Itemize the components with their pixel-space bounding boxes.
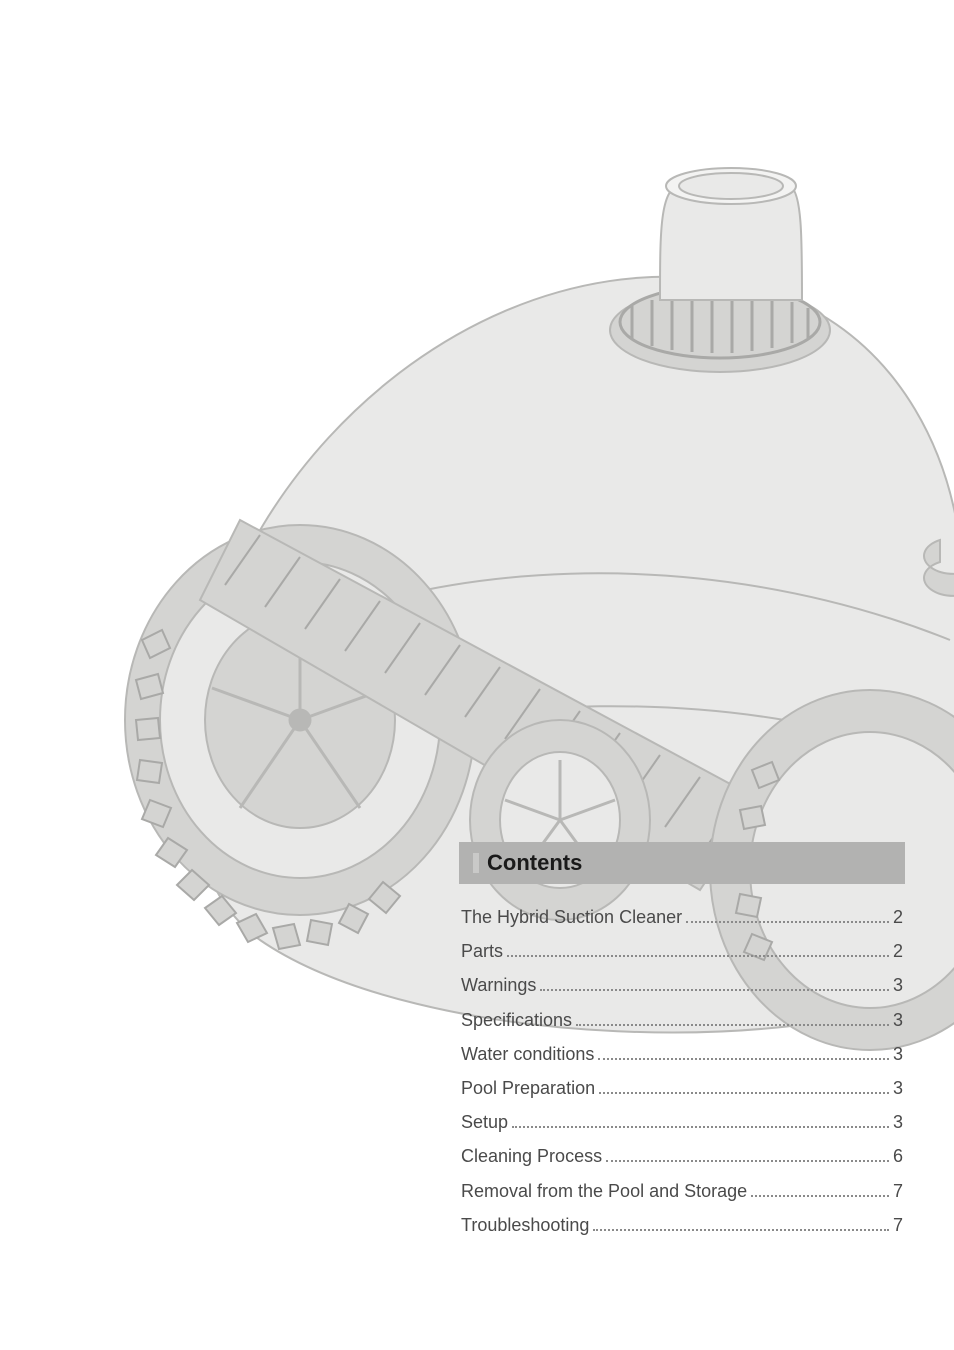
toc-row: Warnings 3 [461, 968, 903, 1002]
toc-page: 3 [893, 1105, 903, 1139]
toc-row: Parts 2 [461, 934, 903, 968]
toc-title: Water conditions [461, 1037, 594, 1071]
table-of-contents: The Hybrid Suction Cleaner 2 Parts 2 War… [459, 900, 905, 1242]
toc-row: Water conditions 3 [461, 1037, 903, 1071]
contents-header-label: Contents [487, 850, 582, 876]
toc-page: 6 [893, 1139, 903, 1173]
toc-leader [507, 941, 889, 957]
header-accent-bar [473, 853, 479, 873]
toc-page: 3 [893, 1037, 903, 1071]
toc-row: Removal from the Pool and Storage 7 [461, 1174, 903, 1208]
toc-title: Cleaning Process [461, 1139, 602, 1173]
contents-header: Contents [459, 842, 905, 884]
toc-leader [540, 975, 889, 991]
toc-leader [593, 1214, 889, 1230]
toc-page: 2 [893, 900, 903, 934]
toc-page: 3 [893, 968, 903, 1002]
toc-title: Troubleshooting [461, 1208, 589, 1242]
toc-row: Pool Preparation 3 [461, 1071, 903, 1105]
toc-page: 7 [893, 1174, 903, 1208]
toc-row: Specifications 3 [461, 1003, 903, 1037]
toc-page: 2 [893, 934, 903, 968]
toc-title: Warnings [461, 968, 536, 1002]
toc-row: Cleaning Process 6 [461, 1139, 903, 1173]
toc-page: 3 [893, 1071, 903, 1105]
toc-row: Troubleshooting 7 [461, 1208, 903, 1242]
toc-page: 7 [893, 1208, 903, 1242]
contents-panel: Contents The Hybrid Suction Cleaner 2 Pa… [459, 842, 905, 1242]
toc-title: The Hybrid Suction Cleaner [461, 900, 682, 934]
toc-row: Setup 3 [461, 1105, 903, 1139]
toc-title: Parts [461, 934, 503, 968]
toc-leader [599, 1078, 889, 1094]
toc-leader [576, 1009, 889, 1025]
toc-leader [606, 1146, 889, 1162]
toc-leader [686, 907, 889, 923]
toc-leader [598, 1043, 889, 1059]
toc-title: Setup [461, 1105, 508, 1139]
toc-title: Removal from the Pool and Storage [461, 1174, 747, 1208]
toc-page: 3 [893, 1003, 903, 1037]
toc-leader [512, 1112, 889, 1128]
toc-leader [751, 1180, 889, 1196]
toc-title: Specifications [461, 1003, 572, 1037]
toc-row: The Hybrid Suction Cleaner 2 [461, 900, 903, 934]
toc-title: Pool Preparation [461, 1071, 595, 1105]
